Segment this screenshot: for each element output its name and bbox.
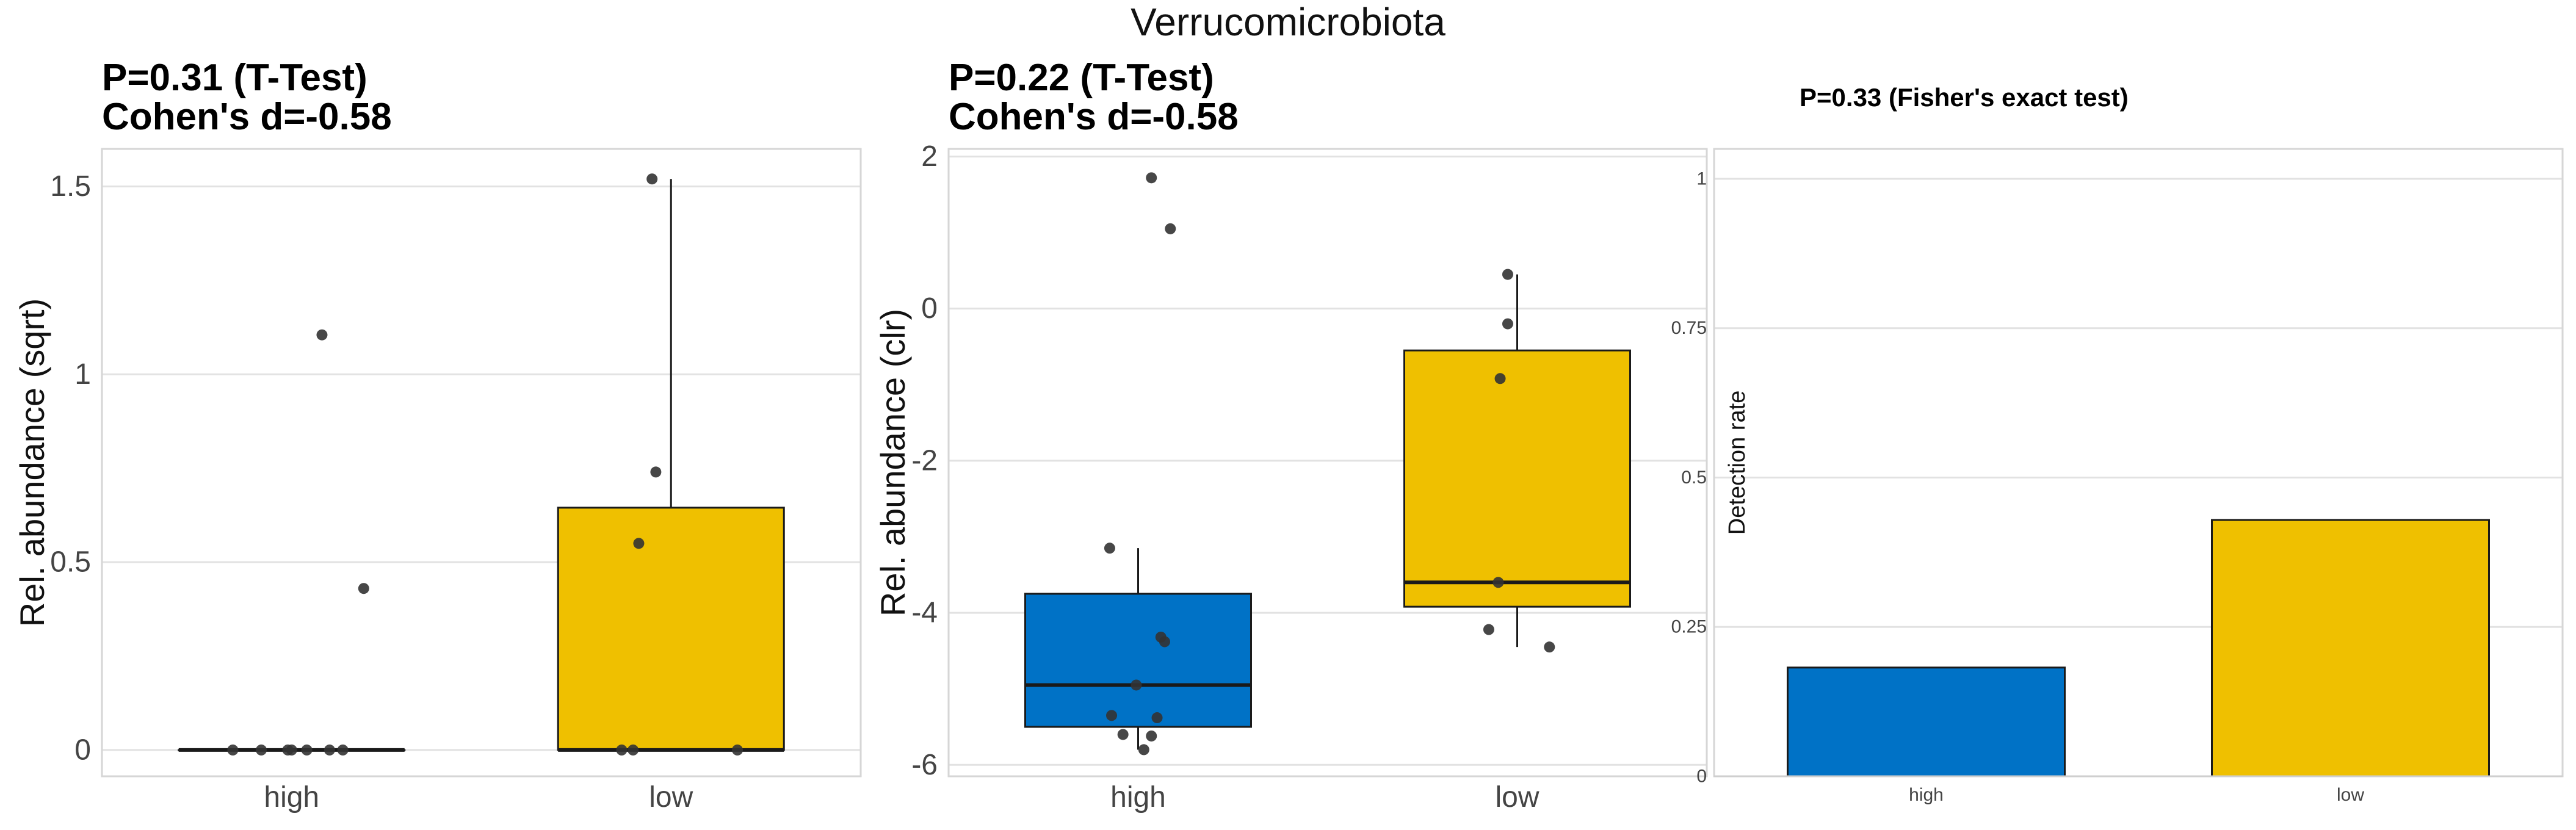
data-point [1502, 269, 1513, 280]
data-point [1151, 712, 1163, 724]
y-tick-label: 0 [921, 292, 938, 325]
data-point [633, 538, 645, 549]
data-point [256, 744, 267, 756]
y-tick-label: 0.5 [50, 546, 91, 579]
data-point [1483, 624, 1494, 635]
panel-title-line: Cohen's d=-0.58 [102, 96, 392, 138]
panel-border [947, 148, 1708, 778]
x-tick-label: low [649, 781, 693, 814]
data-point [650, 466, 662, 478]
y-tick-label: 0.75 [1671, 318, 1707, 338]
x-tick-label: high [1909, 785, 1944, 805]
panel-title-line: P=0.22 (T-Test) [949, 57, 1214, 99]
y-axis-label: Rel. abundance (sqrt) [13, 298, 51, 627]
data-point [324, 744, 335, 756]
y-tick-label: -6 [911, 749, 938, 781]
bar-high [1787, 666, 2066, 778]
data-point [1146, 730, 1157, 742]
data-point [1106, 710, 1118, 721]
data-point [1494, 373, 1506, 384]
panel-abundance-clr: P=0.22 (T-Test)Cohen's d=-0.58 -6 -4 -2 0 2 Re… [874, 57, 1708, 814]
data-point [227, 744, 239, 756]
y-tick-label: 0 [1696, 767, 1707, 787]
y-tick-label: -2 [911, 444, 938, 477]
box-high [1024, 593, 1252, 728]
panel-abundance-sqrt: P=0.31 (T-Test)Cohen's d=-0.58 0 0.5 1 1.5 Re… [13, 57, 862, 814]
y-tick-label: 0 [74, 734, 91, 766]
y-tick-label: 1 [1696, 168, 1707, 189]
x-tick-label: high [264, 781, 319, 814]
y-tick-label: -4 [911, 597, 938, 629]
y-axis-label: Rel. abundance (clr) [874, 309, 912, 616]
panel-title-line: P=0.33 (Fisher's exact test) [1800, 83, 2129, 112]
data-point [616, 744, 628, 756]
data-point [628, 744, 639, 756]
data-point [1502, 318, 1513, 330]
data-point [1165, 223, 1176, 234]
data-point [286, 744, 297, 756]
box-low [557, 507, 785, 751]
data-point [337, 744, 349, 756]
figure-title: Verrucomicrobiota [1131, 0, 1445, 44]
x-tick-label: low [1495, 781, 1539, 814]
data-point [1138, 744, 1149, 756]
panel-title-line: Cohen's d=-0.58 [949, 96, 1239, 138]
y-tick-label: 1.5 [50, 170, 91, 203]
box-low [1403, 349, 1631, 608]
y-tick-label: 0.5 [1681, 467, 1707, 488]
data-point [316, 329, 328, 341]
data-point [1544, 641, 1555, 653]
data-point [1104, 543, 1115, 554]
x-tick-label: high [1110, 781, 1166, 814]
data-point [358, 583, 369, 594]
data-point [301, 744, 313, 756]
data-point [1131, 679, 1142, 691]
y-tick-label: 2 [921, 140, 938, 173]
data-point [732, 744, 743, 756]
y-tick-label: 1 [74, 358, 91, 391]
panel-title-line: P=0.31 (T-Test) [102, 57, 367, 99]
data-point [1146, 172, 1157, 184]
data-point [1159, 636, 1170, 648]
y-axis-label: Detection rate [1724, 391, 1750, 535]
data-point [1117, 729, 1129, 740]
bar-low [2211, 519, 2490, 778]
panel-border [101, 148, 862, 778]
x-tick-label: low [2337, 785, 2364, 805]
panel-detection-rate: P=0.33 (Fisher's exact test) 0 0.25 0.5 0.75… [1671, 83, 2564, 805]
y-tick-label: 0.25 [1671, 617, 1707, 637]
data-point [1492, 577, 1504, 588]
data-point [646, 173, 658, 185]
